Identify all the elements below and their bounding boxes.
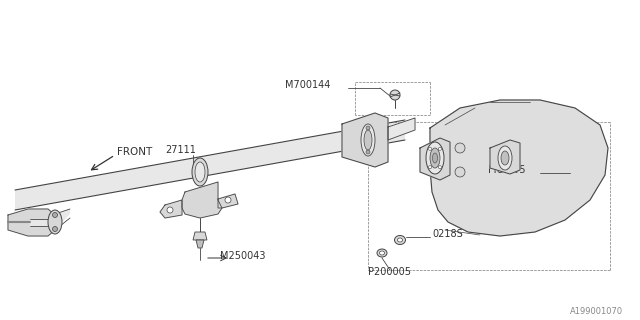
Ellipse shape <box>430 148 440 168</box>
Ellipse shape <box>455 143 465 153</box>
Polygon shape <box>55 209 70 230</box>
Ellipse shape <box>195 162 205 182</box>
Polygon shape <box>196 240 204 248</box>
Ellipse shape <box>48 210 62 234</box>
Ellipse shape <box>501 151 509 165</box>
Ellipse shape <box>52 212 58 218</box>
Ellipse shape <box>380 251 385 255</box>
Text: 27111: 27111 <box>165 145 196 155</box>
Ellipse shape <box>397 238 403 242</box>
Ellipse shape <box>167 207 173 213</box>
Ellipse shape <box>394 236 406 244</box>
Ellipse shape <box>364 130 372 150</box>
Polygon shape <box>342 113 388 167</box>
Polygon shape <box>30 219 48 226</box>
Ellipse shape <box>426 142 444 174</box>
Text: M250043: M250043 <box>220 251 266 261</box>
Polygon shape <box>193 232 207 240</box>
Polygon shape <box>15 120 405 210</box>
Text: A199001070: A199001070 <box>570 308 623 316</box>
Text: P200005: P200005 <box>368 267 411 277</box>
Text: 0218S: 0218S <box>432 229 463 239</box>
Polygon shape <box>182 182 222 218</box>
Polygon shape <box>430 100 608 236</box>
Ellipse shape <box>438 147 442 150</box>
Ellipse shape <box>52 227 58 231</box>
Ellipse shape <box>455 167 465 177</box>
Polygon shape <box>388 118 415 140</box>
Text: M700144: M700144 <box>285 80 330 90</box>
Ellipse shape <box>377 249 387 257</box>
Ellipse shape <box>429 166 431 169</box>
Ellipse shape <box>361 124 375 156</box>
Polygon shape <box>8 209 55 236</box>
Ellipse shape <box>429 147 431 150</box>
Ellipse shape <box>390 90 400 100</box>
Polygon shape <box>420 138 450 180</box>
Text: FRONT: FRONT <box>117 147 152 157</box>
Ellipse shape <box>498 146 512 170</box>
Ellipse shape <box>366 126 370 130</box>
Polygon shape <box>160 200 182 218</box>
Ellipse shape <box>438 166 442 169</box>
Ellipse shape <box>366 150 370 154</box>
Polygon shape <box>218 194 238 208</box>
Ellipse shape <box>433 153 438 163</box>
Text: FIG.195: FIG.195 <box>488 165 525 175</box>
Ellipse shape <box>192 158 208 186</box>
Polygon shape <box>490 140 520 174</box>
Ellipse shape <box>225 197 231 203</box>
